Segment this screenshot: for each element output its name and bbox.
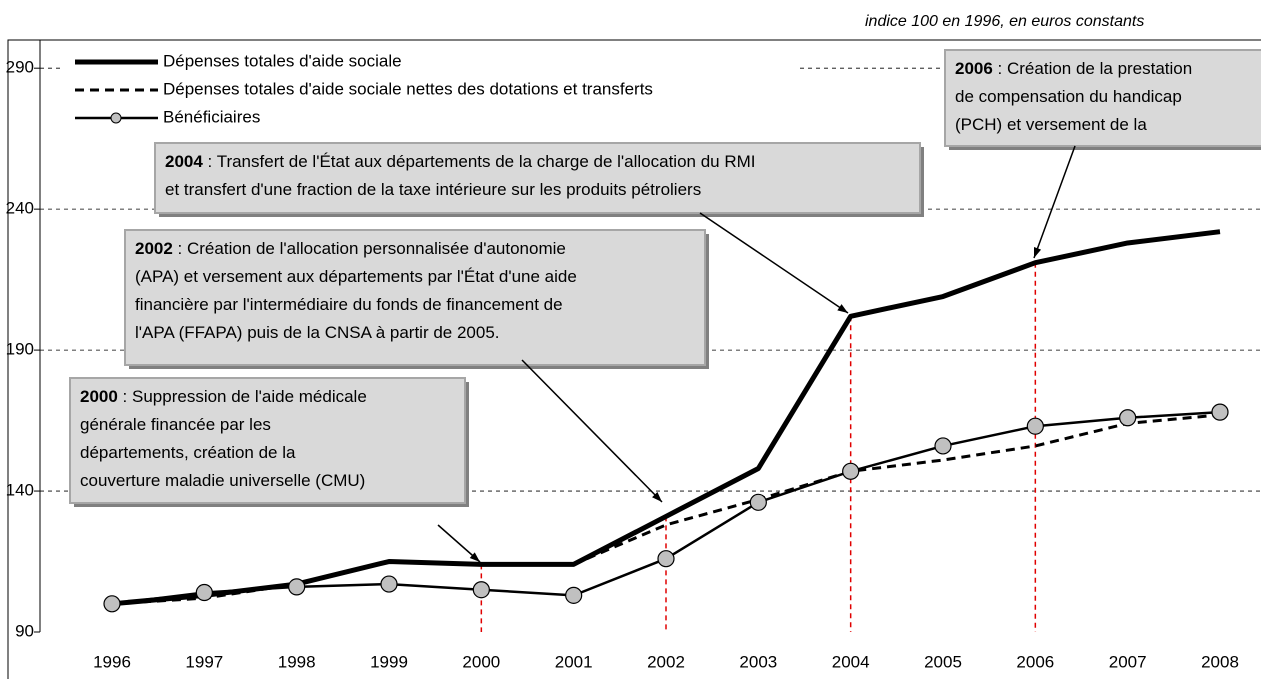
legend-bg [60, 48, 800, 132]
frame [7, 39, 1261, 679]
annotation-text: et transfert d'une fraction de la taxe i… [165, 180, 701, 199]
legend-label: Bénéficiaires [163, 107, 260, 126]
annotation-line: : Création de la prestation [993, 59, 1192, 78]
annotation-text: 2006 : Création de la prestation [955, 59, 1192, 78]
x-tick-label: 2004 [832, 652, 870, 671]
annotation-box [124, 229, 706, 366]
y-tick-label: 240 [6, 199, 34, 218]
annotation-text: (PCH) et versement de la [955, 115, 1147, 134]
x-tick-label: 2007 [1109, 652, 1147, 671]
annotation-line: : Création de l'allocation personnalisée… [173, 239, 566, 258]
x-tick-label: 1996 [93, 652, 131, 671]
arrow-head [652, 491, 662, 502]
point [934, 437, 952, 455]
annotation-line: de compensation du handicap [955, 87, 1182, 106]
point [565, 586, 583, 604]
point [749, 493, 767, 511]
x-tick-label: 2000 [462, 652, 500, 671]
annotation-line: : Transfert de l'État aux départements d… [203, 152, 756, 171]
point [195, 583, 213, 602]
annotation-text: de compensation du handicap [955, 87, 1182, 106]
point [1211, 403, 1229, 421]
point [288, 578, 306, 596]
x-tick-label: 2008 [1201, 652, 1239, 671]
annotation-year: 2004 [165, 152, 203, 171]
point [472, 581, 490, 599]
annotation-line: (PCH) et versement de la [955, 115, 1147, 134]
annotation-line: (APA) et versement aux départements par … [135, 267, 577, 286]
annotation-line: : Suppression de l'aide médicale [118, 387, 367, 406]
x-tick-label: 1999 [370, 652, 408, 671]
x-tick-label: 1998 [278, 652, 316, 671]
annotation-box [69, 377, 466, 504]
arrow-head [1034, 247, 1042, 258]
point [657, 550, 675, 568]
annotation-text: 2000 : Suppression de l'aide médicale [80, 387, 367, 406]
point [103, 595, 121, 613]
annotation-text: (APA) et versement aux départements par … [135, 267, 577, 286]
annotation-line: générale financée par les [80, 415, 271, 434]
annotation-line: couverture maladie universelle (CMU) [80, 471, 365, 490]
annotation-box [944, 49, 1261, 147]
annotation-line: financière par l'intermédiaire du fonds … [135, 295, 563, 314]
x-tick-label: 2005 [924, 652, 962, 671]
annotation-year: 2002 [135, 239, 173, 258]
point [842, 462, 860, 480]
annotation-text: l'APA (FFAPA) puis de la CNSA à partir d… [135, 323, 500, 342]
point [1119, 409, 1137, 427]
annotation-line: et transfert d'une fraction de la taxe i… [165, 180, 701, 199]
annotation-year: 2006 [955, 59, 993, 78]
arrow-head [469, 552, 480, 562]
y-tick-label: 140 [6, 481, 34, 500]
annotation-line: l'APA (FFAPA) puis de la CNSA à partir d… [135, 323, 500, 342]
annotation-text: couverture maladie universelle (CMU) [80, 471, 365, 490]
annotation-year: 2000 [80, 387, 118, 406]
annotation-text: 2004 : Transfert de l'État aux départeme… [165, 152, 756, 171]
legend-point [110, 112, 122, 124]
x-tick-label: 2006 [1016, 652, 1054, 671]
point [1026, 417, 1044, 435]
x-tick-label: 2001 [555, 652, 593, 671]
x-tick-label: 2003 [739, 652, 777, 671]
annotation-arrow [1033, 145, 1076, 259]
point [380, 575, 398, 593]
x-tick-label: 2002 [647, 652, 685, 671]
annotation-box [154, 142, 921, 214]
subtitle: indice 100 en 1996, en euros constants [865, 13, 1144, 30]
annotation-text: départements, création de la [80, 443, 296, 462]
legend-label: Dépenses totales d'aide sociale nettes d… [163, 79, 653, 98]
annotation-text: financière par l'intermédiaire du fonds … [135, 295, 563, 314]
y-tick-label: 190 [6, 340, 34, 359]
annotation-text: générale financée par les [80, 415, 271, 434]
annotation-text: 2002 : Création de l'allocation personna… [135, 239, 566, 258]
y-tick-label: 90 [15, 621, 34, 640]
y-tick-label: 290 [6, 58, 34, 77]
annotation-arrow [699, 212, 849, 314]
annotation-arrow [521, 359, 663, 503]
annotation-line: départements, création de la [80, 443, 296, 462]
arrow-head [837, 304, 848, 313]
legend-label: Dépenses totales d'aide sociale [163, 51, 402, 70]
x-tick-label: 1997 [185, 652, 223, 671]
